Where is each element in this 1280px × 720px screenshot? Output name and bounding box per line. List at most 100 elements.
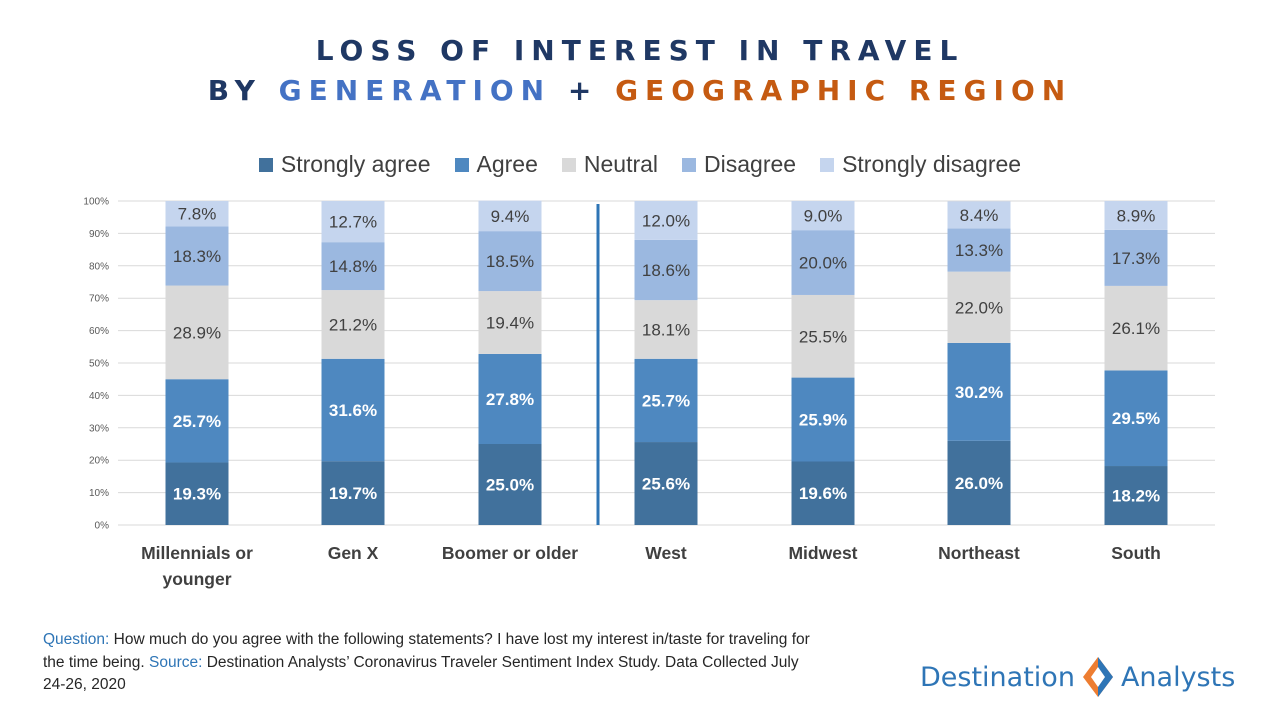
legend-label-strongly-agree: Strongly agree	[280, 151, 431, 177]
y-tick-label: 0%	[95, 521, 110, 532]
bar-segment-strongly-disagree	[1104, 201, 1168, 230]
data-label: 25.9%	[799, 411, 847, 430]
bar-segment-neutral	[321, 290, 385, 359]
x-category-label: Midwest	[788, 543, 857, 563]
bar-segment-neutral	[478, 291, 542, 354]
bar-segment-agree	[634, 358, 698, 443]
chart-title-line-2: BY GENERATION + GEOGRAPHIC REGION	[0, 74, 1280, 107]
logo-word-destination: Destination	[920, 661, 1075, 693]
y-tick-label: 80%	[89, 261, 109, 272]
x-category-label: South	[1111, 543, 1161, 563]
legend-swatch-strongly-agree	[258, 157, 273, 172]
legend-item-neutral: Neutral	[561, 151, 659, 178]
data-label: 8.9%	[1117, 206, 1156, 225]
bar-segment-disagree	[634, 239, 698, 301]
x-category-label: Millennials or	[141, 543, 253, 563]
data-label: 12.7%	[329, 213, 377, 232]
data-label: 27.8%	[486, 390, 534, 409]
data-label: 14.8%	[329, 257, 377, 276]
bar-segment-strongly-disagree	[165, 201, 229, 227]
y-tick-label: 100%	[83, 197, 109, 208]
data-label: 18.6%	[642, 261, 690, 280]
source-text: Destination Analysts’ Coronavirus Travel…	[43, 653, 799, 694]
data-label: 25.6%	[642, 475, 690, 494]
data-label: 18.5%	[486, 252, 534, 271]
data-label: 9.4%	[491, 207, 530, 226]
legend-item-strongly-agree: Strongly agree	[258, 151, 431, 178]
legend-label-agree: Agree	[476, 151, 538, 177]
chart-legend: Strongly agree Agree Neutral Disagree St…	[0, 151, 1280, 178]
bar-segment-agree	[791, 377, 855, 462]
legend-swatch-agree	[454, 157, 469, 172]
data-label: 30.2%	[955, 383, 1003, 402]
data-label: 17.3%	[1112, 249, 1160, 268]
data-label: 20.0%	[799, 254, 847, 273]
bar-segment-neutral	[791, 294, 855, 378]
legend-item-agree: Agree	[454, 151, 538, 178]
x-category-label: West	[645, 543, 687, 563]
title-geographic-region: GEOGRAPHIC REGION	[615, 74, 1073, 107]
data-label: 19.7%	[329, 484, 377, 503]
data-label: 21.2%	[329, 315, 377, 334]
bar-segment-agree	[947, 342, 1011, 441]
y-tick-label: 90%	[89, 229, 109, 240]
chart-title-line-1: LOSS OF INTEREST IN TRAVEL	[315, 34, 965, 67]
footnote: Question: How much do you agree with the…	[43, 629, 823, 697]
data-label: 28.9%	[173, 323, 221, 342]
data-label: 18.1%	[642, 320, 690, 339]
data-label: 19.6%	[799, 484, 847, 503]
bar-segment-strongly-agree	[1104, 466, 1168, 525]
bar-segment-agree	[165, 379, 229, 463]
data-label: 13.3%	[955, 241, 1003, 260]
bar-segment-agree	[321, 358, 385, 462]
bar-segment-disagree	[165, 226, 229, 286]
bar-segment-strongly-agree	[321, 461, 385, 525]
bar-segment-strongly-agree	[791, 461, 855, 525]
data-label: 25.0%	[486, 476, 534, 495]
x-category-label: Gen X	[328, 543, 379, 563]
legend-label-neutral: Neutral	[583, 151, 659, 177]
data-label: 25.5%	[799, 327, 847, 346]
data-label: 19.3%	[173, 485, 221, 504]
bar-segment-neutral	[1104, 285, 1168, 371]
data-label: 25.7%	[173, 412, 221, 431]
legend-swatch-strongly-disagree	[820, 157, 835, 172]
bar-segment-strongly-disagree	[791, 201, 855, 231]
data-label: 31.6%	[329, 401, 377, 420]
bar-segment-neutral	[634, 300, 698, 359]
data-label: 12.0%	[642, 211, 690, 230]
data-label: 22.0%	[955, 298, 1003, 317]
y-tick-label: 20%	[89, 456, 109, 467]
data-label: 7.8%	[178, 205, 217, 224]
data-label: 18.2%	[1112, 487, 1160, 506]
y-tick-label: 60%	[89, 326, 109, 337]
data-label: 9.0%	[804, 207, 843, 226]
bar-segment-strongly-agree	[478, 444, 542, 525]
bar-segment-disagree	[947, 228, 1011, 272]
bar-segment-strongly-disagree	[634, 201, 698, 240]
legend-swatch-disagree	[682, 157, 697, 172]
stacked-bar-chart: 0% 10% 20% 30% 40% 50% 60% 70% 80% 90% 100% 19.3% 25…	[83, 197, 1215, 589]
bar-segment-strongly-agree	[634, 442, 698, 525]
diamond-logo-icon	[1082, 657, 1113, 697]
x-category-label: Boomer or older	[442, 543, 578, 563]
data-label: 8.4%	[960, 206, 999, 225]
question-label: Question:	[43, 631, 110, 648]
bar-segment-agree	[478, 353, 542, 444]
y-tick-label: 40%	[89, 391, 109, 402]
bar-segment-agree	[1104, 370, 1168, 467]
question-text: How much do you agree with the following…	[43, 631, 810, 671]
data-label: 19.4%	[486, 314, 534, 333]
bar-segment-neutral	[947, 271, 1011, 343]
x-category-label: Northeast	[938, 543, 1020, 563]
bar-segment-disagree	[478, 231, 542, 292]
data-label: 18.3%	[173, 247, 221, 266]
title-by: BY	[207, 74, 262, 107]
title-generation: GENERATION	[278, 74, 552, 107]
data-label: 29.5%	[1112, 409, 1160, 428]
data-label: 25.7%	[642, 391, 690, 410]
bar-segment-strongly-agree	[165, 462, 229, 525]
logo-word-analysts: Analysts	[1120, 661, 1236, 693]
bar-segment-strongly-agree	[947, 440, 1011, 525]
bar-segment-neutral	[165, 285, 229, 380]
